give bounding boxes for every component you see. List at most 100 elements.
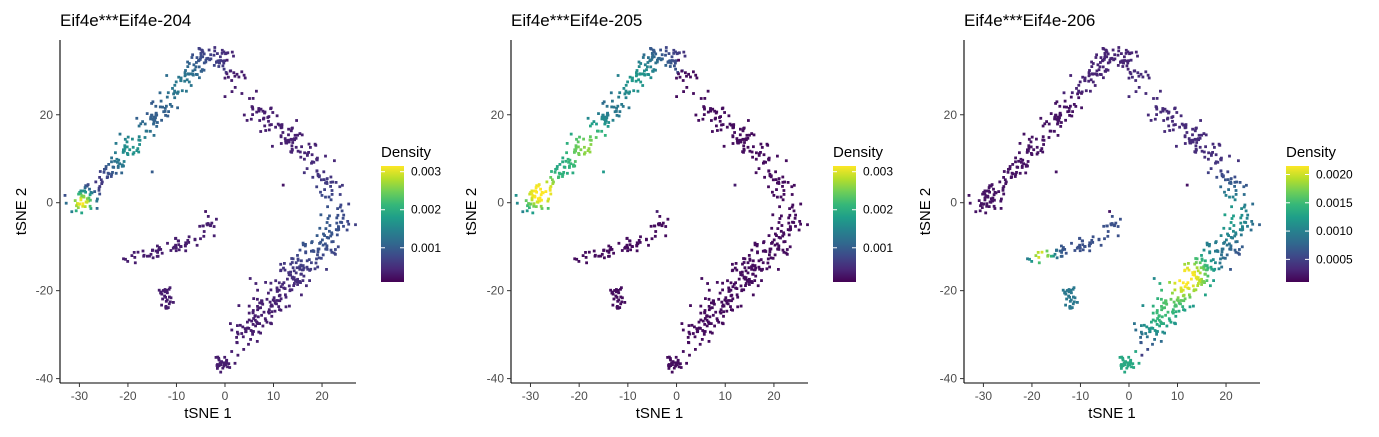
panel-3: Eif4e***Eif4e-206-30 -20 -10 0 10 20-40-20020… (917, 11, 1353, 422)
data-point (227, 362, 231, 366)
data-point (1081, 248, 1085, 252)
data-point (776, 247, 779, 251)
data-point (316, 253, 319, 257)
data-point (1121, 364, 1125, 367)
data-point (734, 262, 738, 265)
data-point (107, 163, 111, 166)
data-point (618, 306, 622, 309)
data-point (574, 144, 578, 148)
data-point (263, 317, 267, 321)
panel-1: Eif4e***Eif4e-204-30 -20 -10 0 10 20-40-20020… (13, 11, 441, 422)
data-point (146, 254, 149, 258)
data-point (306, 154, 309, 157)
data-point (594, 253, 597, 257)
data-point (1089, 89, 1092, 93)
data-point (151, 100, 155, 104)
data-point (291, 148, 294, 152)
data-point (110, 156, 113, 160)
data-point (551, 182, 555, 185)
data-point (116, 164, 120, 168)
data-point (315, 169, 319, 173)
data-point (1181, 305, 1185, 308)
y-tick-label: 20 (491, 108, 505, 122)
data-point (277, 305, 281, 308)
x-tick-label: 20 (315, 389, 329, 403)
data-point (265, 320, 269, 324)
data-point (762, 161, 765, 165)
data-point (1245, 216, 1249, 220)
data-point (988, 190, 991, 194)
data-point (575, 257, 579, 261)
data-point (269, 288, 273, 292)
data-point (703, 97, 707, 100)
data-point (635, 244, 639, 248)
data-point (164, 114, 167, 117)
data-point (1246, 213, 1250, 217)
data-point (1078, 243, 1081, 247)
data-point (222, 61, 226, 65)
data-point (221, 59, 225, 63)
data-point (1101, 47, 1105, 50)
data-point (1242, 185, 1246, 189)
data-point (317, 247, 321, 251)
data-point (742, 144, 746, 148)
data-point (738, 133, 742, 137)
data-point (1198, 271, 1202, 275)
data-point (1193, 137, 1197, 141)
data-point (733, 183, 737, 187)
data-point (281, 183, 285, 187)
data-point (1195, 148, 1198, 152)
data-point (279, 135, 283, 139)
data-point (1002, 170, 1006, 173)
data-point (1155, 311, 1159, 315)
data-point (1081, 239, 1084, 243)
data-point (202, 61, 206, 65)
data-point (325, 177, 329, 180)
data-point (766, 257, 770, 261)
data-point (666, 60, 670, 64)
data-point (1232, 214, 1235, 218)
data-point (296, 133, 300, 137)
data-point (1196, 137, 1200, 141)
legend-tick-label: 0.0005 (1316, 252, 1353, 266)
data-point (1144, 332, 1148, 335)
data-point (1032, 148, 1036, 152)
data-point (154, 116, 157, 119)
data-point (729, 305, 732, 308)
data-point (742, 148, 746, 152)
y-axis-title: tSNE 2 (463, 188, 480, 236)
data-point (601, 113, 605, 117)
data-point (1198, 136, 1202, 140)
data-point (236, 353, 240, 357)
data-point (1053, 252, 1057, 256)
data-point (536, 200, 540, 204)
data-point (315, 185, 319, 189)
data-point (1019, 157, 1023, 161)
data-point (1119, 364, 1123, 367)
data-point (729, 294, 733, 298)
data-point (1105, 68, 1108, 71)
data-point (703, 309, 707, 312)
data-point (1195, 277, 1199, 281)
data-point (149, 117, 152, 121)
data-point (324, 195, 327, 199)
data-point (339, 203, 343, 207)
x-tick-label: 0 (673, 389, 680, 403)
data-point (1200, 149, 1204, 153)
data-point (777, 177, 781, 180)
data-point (1141, 75, 1145, 79)
data-point (1199, 119, 1202, 122)
data-point (76, 202, 79, 205)
data-point (1146, 348, 1150, 351)
data-point (269, 321, 272, 325)
data-point (726, 279, 729, 283)
data-point (562, 165, 566, 169)
data-point (289, 150, 293, 154)
y-axis-title: tSNE 2 (917, 188, 934, 236)
data-point (1128, 363, 1131, 367)
data-point (184, 244, 187, 248)
data-point (714, 111, 718, 115)
data-point (1214, 160, 1218, 164)
data-point (1208, 243, 1211, 246)
data-point (752, 268, 756, 272)
